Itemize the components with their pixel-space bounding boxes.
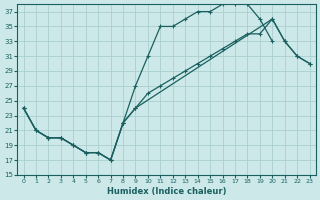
X-axis label: Humidex (Indice chaleur): Humidex (Indice chaleur) <box>107 187 226 196</box>
